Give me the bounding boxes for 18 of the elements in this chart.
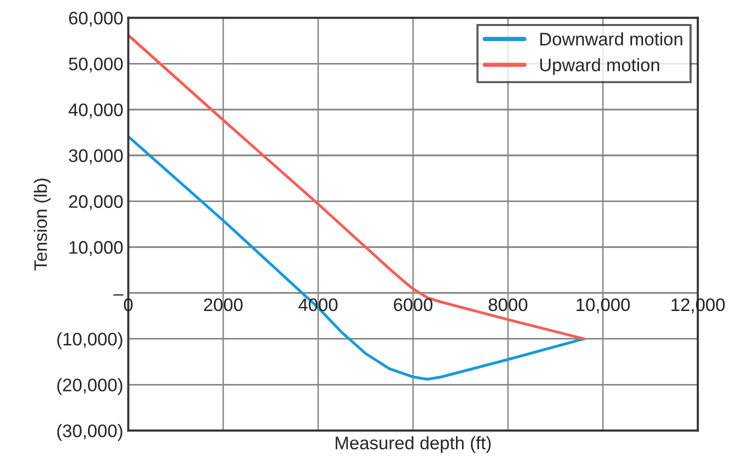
- x-tick-label: 8000: [488, 298, 528, 312]
- legend-label: Downward motion: [540, 32, 682, 46]
- y-tick-label: 50,000: [68, 58, 123, 72]
- y-tick-label: 20,000: [69, 195, 123, 210]
- y-tick-label: 30,000: [68, 149, 123, 164]
- x-axis-title: Measured depth (ft): [336, 436, 491, 453]
- y-tick-label: 60,000: [69, 12, 123, 27]
- y-tick-label: (20,000): [57, 378, 122, 395]
- x-tick-label: 2000: [204, 298, 243, 312]
- x-tick-label: 6000: [394, 298, 432, 312]
- y-tick-label: 10,000: [70, 241, 123, 256]
- x-tick-label: 10,000: [576, 298, 630, 314]
- y-tick-label: (30,000): [57, 424, 122, 441]
- y-axis-title: Tension (lb): [34, 178, 51, 270]
- y-tick-label: (10,000): [57, 332, 122, 350]
- y-tick-label: –: [113, 294, 124, 296]
- y-tick-label: 40,000: [68, 103, 123, 118]
- legend-label: Upward motion: [540, 58, 660, 75]
